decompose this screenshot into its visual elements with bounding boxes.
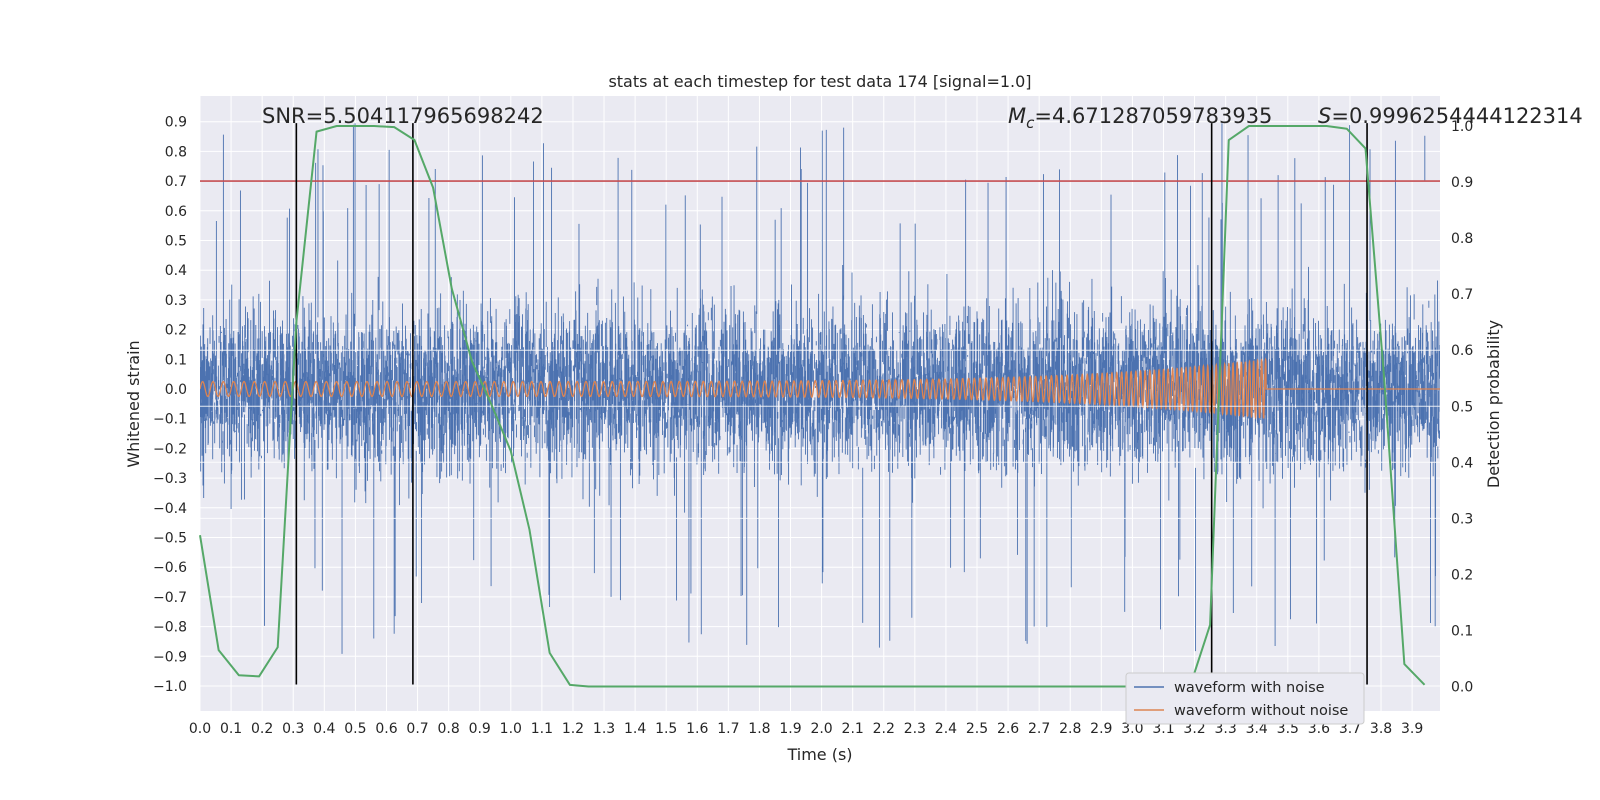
x-tick-label: 0.2 <box>251 721 273 737</box>
y-tick-label: 0.0 <box>165 382 187 398</box>
x-tick-label: 2.5 <box>966 721 988 737</box>
x-tick-label: 0.3 <box>282 721 304 737</box>
x-tick-label: 1.7 <box>717 721 739 737</box>
y-tick-label: −0.9 <box>153 649 187 665</box>
x-tick-label: 0.5 <box>344 721 366 737</box>
y-tick-label: 0.5 <box>165 234 187 250</box>
legend: waveform with noise waveform without noi… <box>1125 672 1365 725</box>
y-tick-label: −0.6 <box>153 560 187 576</box>
snr-annotation: SNR=5.504117965698242 <box>262 104 544 128</box>
x-tick-label: 1.3 <box>593 721 615 737</box>
y-tick-label: −0.3 <box>153 471 187 487</box>
x-tick-label: 2.9 <box>1090 721 1112 737</box>
grid-overlay <box>200 349 1440 519</box>
x-axis: 0.0 0.1 0.2 0.3 0.4 0.5 0.6 0.7 0.8 0.9 1.0 1.1 1.2 1… <box>189 721 1423 737</box>
y-right-tick-label: 0.5 <box>1451 399 1473 415</box>
x-tick-label: 1.6 <box>686 721 708 737</box>
x-tick-label: 3.5 <box>1277 721 1299 737</box>
x-tick-label: 2.4 <box>935 721 957 737</box>
legend-label-clean: waveform without noise <box>1174 703 1348 719</box>
y-tick-label: 0.3 <box>165 293 187 309</box>
y-right-tick-label: 0.0 <box>1451 680 1473 696</box>
series-probability <box>199 125 1426 688</box>
y-axis-left: 0.9 0.8 0.7 0.6 0.5 0.4 0.3 0.2 0.1 0.0 −0.1 −0.2 −0… <box>153 115 187 695</box>
x-tick-label: 2.3 <box>904 721 926 737</box>
series-clean <box>200 357 1440 420</box>
x-tick-label: 0.4 <box>313 721 335 737</box>
x-tick-label: 3.6 <box>1308 721 1330 737</box>
y-tick-label: −0.7 <box>153 590 187 606</box>
x-tick-label: 3.7 <box>1339 721 1361 737</box>
x-tick-label: 2.6 <box>997 721 1019 737</box>
x-tick-label: 2.0 <box>810 721 832 737</box>
x-tick-label: 2.1 <box>842 721 864 737</box>
y-right-tick-label: 0.6 <box>1451 343 1473 359</box>
x-tick-label: 1.1 <box>531 721 553 737</box>
y-tick-label: −1.0 <box>153 679 187 695</box>
y-right-tick-label: 0.3 <box>1451 511 1473 527</box>
x-tick-label: 0.6 <box>375 721 397 737</box>
x-tick-label: 1.5 <box>655 721 677 737</box>
legend-label-noisy: waveform with noise <box>1174 680 1325 696</box>
y-tick-label: −0.4 <box>153 501 187 517</box>
x-tick-label: 3.9 <box>1401 721 1423 737</box>
y-tick-label: −0.8 <box>153 620 187 636</box>
x-tick-label: 3.3 <box>1215 721 1237 737</box>
y-right-tick-label: 0.9 <box>1451 175 1473 191</box>
x-tick-label: 3.4 <box>1246 721 1268 737</box>
x-tick-label: 1.4 <box>624 721 646 737</box>
x-tick-label: 0.9 <box>469 721 491 737</box>
y-right-tick-label: 0.1 <box>1451 623 1473 639</box>
y-tick-label: 0.9 <box>165 115 187 131</box>
y-tick-label: 0.6 <box>165 204 187 220</box>
y-axis-label: Whitened strain <box>124 340 143 467</box>
y-right-tick-label: 0.8 <box>1451 231 1473 247</box>
x-tick-label: 0.1 <box>220 721 242 737</box>
legend-box <box>1125 672 1365 725</box>
x-tick-label: 1.8 <box>748 721 770 737</box>
x-tick-label: 3.0 <box>1121 721 1143 737</box>
x-tick-label: 1.0 <box>500 721 522 737</box>
y-tick-label: 0.4 <box>165 263 187 279</box>
x-tick-label: 1.9 <box>779 721 801 737</box>
series-probability-layer <box>199 125 1426 688</box>
y-tick-label: −0.1 <box>153 412 187 428</box>
x-tick-label: 0.7 <box>406 721 428 737</box>
x-tick-label: 2.2 <box>873 721 895 737</box>
x-tick-label: 1.2 <box>562 721 584 737</box>
y-tick-label: −0.2 <box>153 441 187 457</box>
chart-title: stats at each timestep for test data 174… <box>608 72 1031 91</box>
x-tick-label: 2.8 <box>1059 721 1081 737</box>
y-tick-label: 0.7 <box>165 174 187 190</box>
y-tick-label: 0.8 <box>165 144 187 160</box>
x-tick-label: 3.8 <box>1370 721 1392 737</box>
x-tick-label: 3.1 <box>1152 721 1174 737</box>
mc-annotation: Mc=4.671287059783935 <box>1008 104 1272 132</box>
y-axis-right: 1.0 0.9 0.8 0.7 0.6 0.5 0.4 0.3 0.2 0.1 0.0 <box>1451 119 1473 696</box>
y-tick-label: 0.2 <box>165 323 187 339</box>
y-tick-label: −0.5 <box>153 531 187 547</box>
x-tick-label: 3.2 <box>1183 721 1205 737</box>
y-right-tick-label: 0.7 <box>1451 287 1473 303</box>
y-right-tick-label: 0.4 <box>1451 455 1473 471</box>
y-axis-right-label: Detection probability <box>1484 320 1503 488</box>
y-tick-label: 0.1 <box>165 352 187 368</box>
s-annotation: S=0.9996254444122314 <box>1318 104 1583 128</box>
series-clean-layer <box>200 357 1440 420</box>
y-right-tick-label: 0.2 <box>1451 567 1473 583</box>
x-tick-label: 0.8 <box>438 721 460 737</box>
y-right-tick-label: 1.0 <box>1451 119 1473 135</box>
x-tick-label: 0.0 <box>189 721 211 737</box>
x-tick-label: 2.7 <box>1028 721 1050 737</box>
x-axis-label: Time (s) <box>786 745 852 764</box>
